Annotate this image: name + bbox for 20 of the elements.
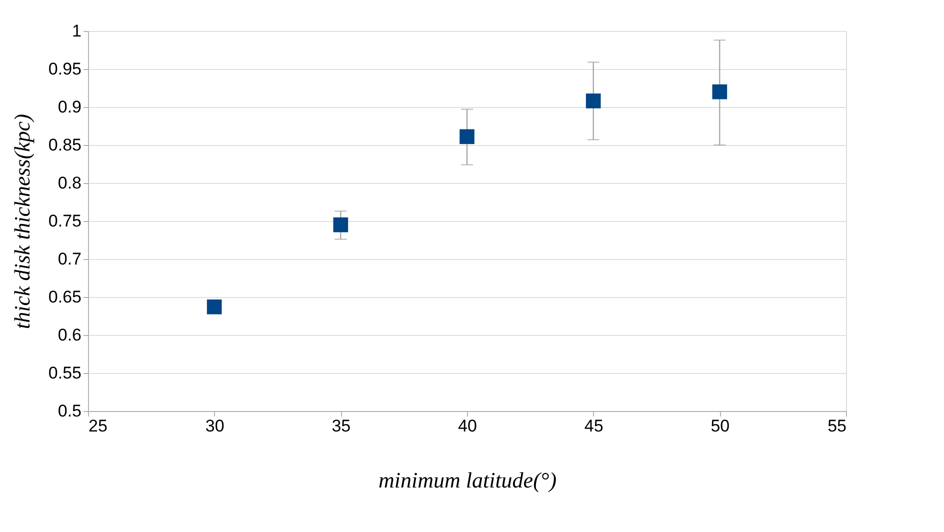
x-tick-label: 45 bbox=[584, 416, 604, 436]
y-axis-title: thick disk thickness(kpc) bbox=[9, 114, 34, 330]
y-tick-label: 0.55 bbox=[48, 364, 82, 382]
y-tick-label: 0.9 bbox=[58, 98, 82, 116]
y-tick-label: 0.75 bbox=[48, 212, 82, 230]
y-tick-label: 0.95 bbox=[48, 60, 82, 78]
y-tick-label: 0.7 bbox=[58, 250, 82, 268]
y-tick-label: 0.6 bbox=[58, 326, 82, 344]
y-tick-label: 0.85 bbox=[48, 136, 82, 154]
x-tick-label: 40 bbox=[458, 416, 477, 436]
x-axis-title: minimum latitude(°) bbox=[378, 468, 557, 492]
y-tick-label: 1 bbox=[72, 22, 82, 40]
x-tick-label: 25 bbox=[88, 416, 108, 436]
x-tick-label: 55 bbox=[828, 416, 846, 436]
y-tick-label: 0.5 bbox=[58, 402, 82, 420]
y-tick-label: 0.65 bbox=[48, 288, 82, 306]
y-tick-label: 0.8 bbox=[58, 174, 82, 192]
x-tick-label: 30 bbox=[205, 416, 224, 436]
x-tick-label: 35 bbox=[332, 416, 351, 436]
x-tick-label: 50 bbox=[710, 416, 730, 436]
